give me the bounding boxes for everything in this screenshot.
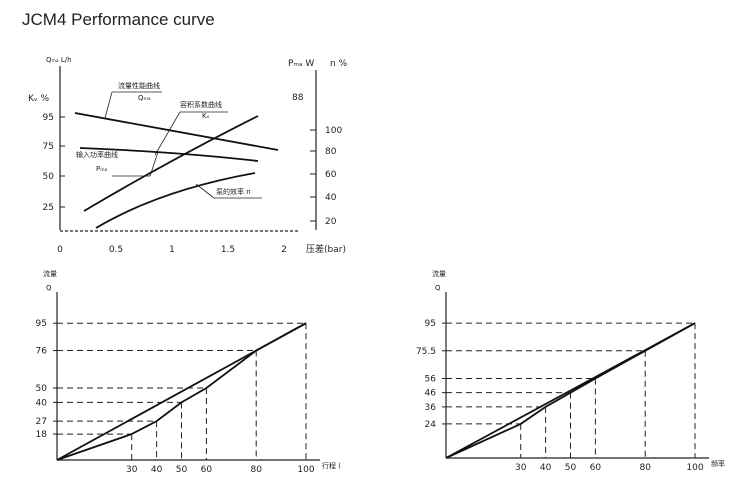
stroke-actual-line [56,322,307,461]
y-right-tick-label: 60 [325,170,337,180]
x-tick-label: 1.5 [221,245,235,255]
y-left-tick-label: 95 [43,113,54,123]
stroke-x-tick-label: 80 [250,465,262,475]
stroke-x-tick-label: 50 [176,465,188,475]
series-label-power-sym: Pₘₐ [96,165,108,173]
stroke-x-axis-label: 行程 ( [322,461,341,470]
freq-x-tick-label: 80 [639,463,651,473]
stroke-y-axis-label-q: Q [46,284,52,292]
y-left-tick-label: 75 [43,142,54,152]
freq-actual-line [445,322,696,459]
x-tick-label: 0 [57,245,63,255]
x-tick-label: 0.5 [109,245,123,255]
freq-y-axis-label: 流量 [432,269,446,278]
series-label-power: 输入功率曲线 [76,150,118,159]
series-label-eff: 泵的效率 n [216,187,251,196]
freq-y-tick-label: 46 [425,389,437,399]
stroke-x-tick-label: 40 [151,465,163,475]
freq-x-tick-label: 100 [686,463,703,473]
performance-chart-text: 0 0.5 1 1.5 2 压差(bar) 25 50 75 95 Qₘₐ L/h Kᵥ % 20 40 6… [28,56,348,255]
y-right-tick-label: 80 [325,147,337,157]
y-left-top-label: Qₘₐ L/h [46,56,72,64]
stroke-y-tick-label: 50 [36,384,48,394]
freq-y-tick-label: 56 [425,374,437,384]
series-label-q-sym: Qₘₐ [138,94,151,102]
stroke-x-tick-label: 60 [201,465,213,475]
performance-chart-marks [74,112,279,229]
y-left-tick-label: 25 [43,203,54,213]
y-right-tick-label: 40 [325,193,337,203]
x-tick-label: 1 [169,245,175,255]
stroke-y-tick-label: 40 [36,398,48,408]
freq-x-tick-label: 40 [540,463,552,473]
series-label-kv-sym: Kᵥ [202,112,210,120]
freq-x-tick-label: 50 [565,463,577,473]
y-right-tick-label: 20 [325,217,337,227]
leader-q [104,91,113,119]
stroke-y-tick-label: 76 [36,347,48,357]
stroke-y-tick-label: 27 [36,417,47,427]
y-left-tick-label: 50 [43,172,55,182]
freq-y-tick-label: 36 [425,403,437,413]
stroke-x-tick-label: 30 [126,465,138,475]
freq-y-axis-label-q: Q [435,284,441,292]
page-title: JCM4 Performance curve [22,10,215,29]
stroke-y-tick-label: 95 [36,319,47,329]
stroke-y-axis-label: 流量 [43,269,57,278]
series-label-q: 流量性能曲线 [118,81,160,90]
performance-chart-axes [59,66,317,232]
freq-y-tick-label: 24 [425,420,437,430]
freq-x-tick-label: 30 [515,463,527,473]
leader-kv [154,111,181,156]
series-label-kv: 容积系数曲线 [180,100,222,109]
x-tick-label: 2 [281,245,287,255]
y-right-eff-label: n % [330,59,348,69]
y-right-tick-label: 100 [325,126,342,136]
efficiency-curve [95,172,256,229]
stroke-x-tick-label: 100 [297,465,314,475]
freq-x-tick-label: 60 [590,463,602,473]
freq-x-axis-label: 频率 [711,459,725,468]
power-curve [79,147,259,162]
stroke-y-tick-label: 18 [36,430,48,440]
y-right-top-tick-label: 88 [292,93,304,103]
kv-curve [83,115,259,212]
y-right-power-label: Pₘₐ W [288,59,314,69]
y-left-label: Kᵥ % [28,94,50,104]
flow-curve-q [74,112,279,151]
x-axis-label: 压差(bar) [306,243,346,255]
freq-y-tick-label: 95 [425,319,436,329]
freq-y-tick-label: 75.5 [416,347,436,357]
